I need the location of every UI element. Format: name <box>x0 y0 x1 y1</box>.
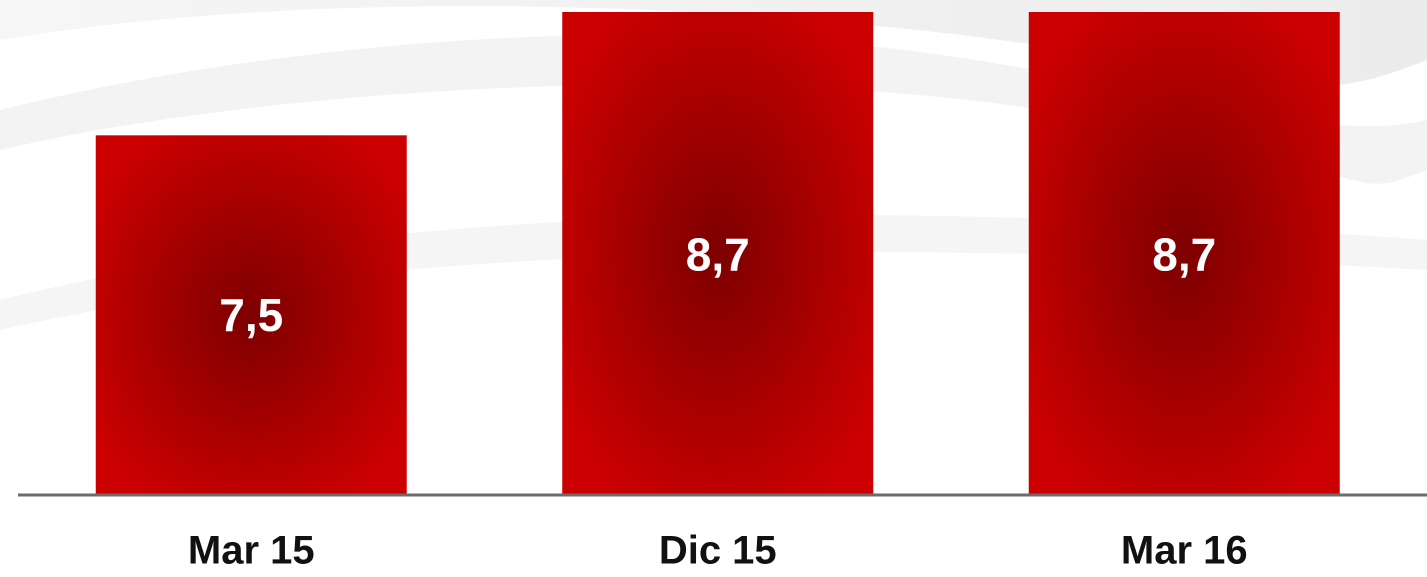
value-label: 7,5 <box>219 289 283 341</box>
value-label: 8,7 <box>1152 228 1216 280</box>
bar <box>562 12 874 495</box>
value-label: 8,7 <box>686 228 750 280</box>
x-tick-label: Mar 15 <box>188 529 315 573</box>
bar <box>1028 12 1340 495</box>
x-tick-label: Mar 16 <box>1121 529 1248 573</box>
bar <box>95 135 407 495</box>
x-tick-label: Dic 15 <box>659 529 777 573</box>
